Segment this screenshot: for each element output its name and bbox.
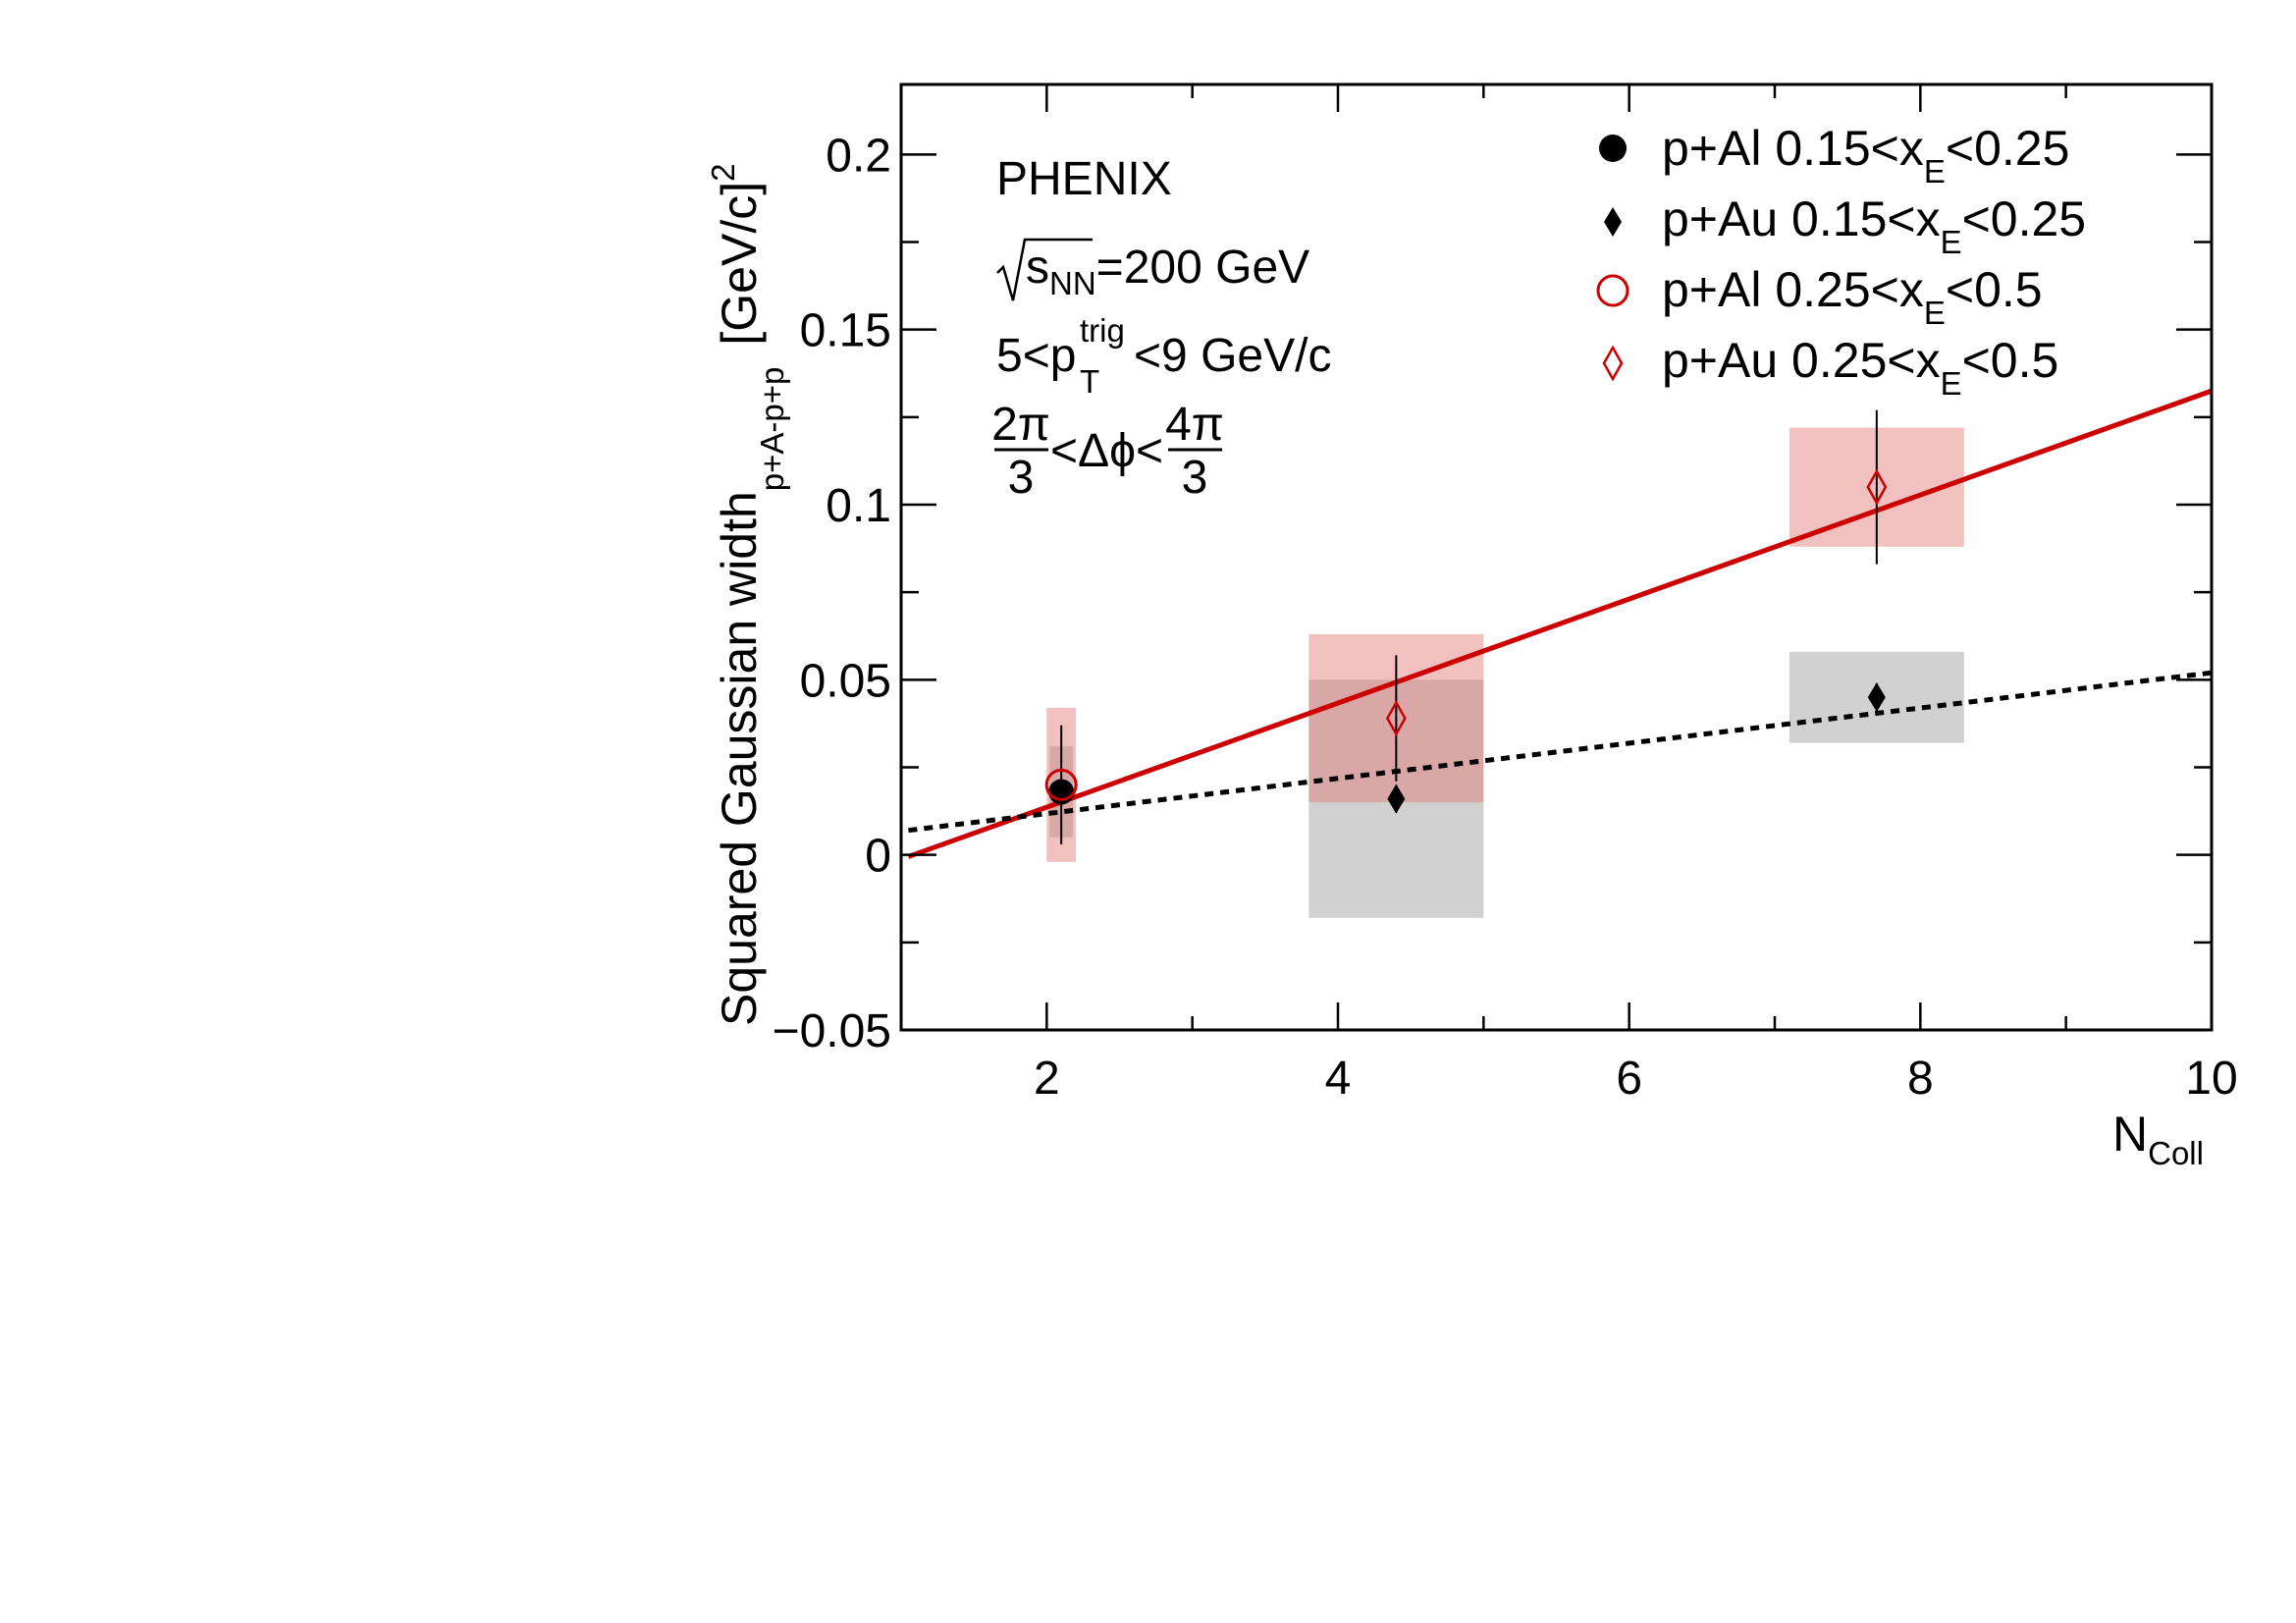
marker-4-1 <box>1385 700 1407 737</box>
legend-label-1-post: <0.25 <box>1946 121 2070 176</box>
y-axis-title-sup: 2 <box>705 164 741 182</box>
legend-marker-open-circle <box>1596 274 1629 307</box>
annotation-block: PHENIX sNN=200 GeV 5<p trig T <9 GeV/c 2… <box>991 153 1331 504</box>
svg-text:NColl: NColl <box>2112 1107 2204 1171</box>
trigger-label: 5<p trig T <9 GeV/c <box>996 312 1331 400</box>
x-tick-label: 6 <box>1616 1053 1642 1105</box>
fit-line-solid <box>907 388 2213 859</box>
experiment-label: PHENIX <box>996 153 1172 205</box>
trigger-pre: 5<p <box>996 330 1076 382</box>
y-tick-label: 0.05 <box>800 655 891 707</box>
energy-sub: NN <box>1049 265 1096 301</box>
y-axis-title-sub: p+A-p+p <box>754 367 790 492</box>
svg-text:sNN=200 GeV: sNN=200 GeV <box>1026 242 1309 301</box>
y-tick-label: 0 <box>865 831 891 883</box>
y-tick-label: 0.2 <box>826 130 891 182</box>
legend: p+Al 0.15<xE<0.25 p+Au 0.15<xE<0.25 p+Al… <box>1596 121 2086 402</box>
legend-label-2-post: <0.25 <box>1962 191 2087 246</box>
energy-rest: =200 GeV <box>1096 242 1310 294</box>
legend-label-4-sub: E <box>1941 365 1962 402</box>
x-tick-label: 2 <box>1034 1053 1060 1105</box>
energy-label: sNN=200 GeV <box>996 238 1309 301</box>
x-tick-label: 4 <box>1325 1053 1352 1105</box>
legend-label-3-sub: E <box>1924 295 1946 331</box>
fit-lines <box>907 388 2213 859</box>
svg-text:p+Al 0.25<xE<0.5: p+Al 0.25<xE<0.5 <box>1662 262 2043 331</box>
legend-label-2-sub: E <box>1941 224 1962 260</box>
energy-sqrt: s <box>1026 242 1049 294</box>
dphi-den1: 3 <box>1008 452 1035 504</box>
legend-entry-3: p+Al 0.25<xE<0.5 <box>1596 262 2043 331</box>
legend-marker-filled-diamond <box>1604 207 1622 237</box>
legend-entry-4: p+Au 0.25<xE<0.5 <box>1602 333 2058 402</box>
plot-frame <box>899 82 2214 1032</box>
legend-label-3-pre: p+Al 0.25<x <box>1662 262 1924 317</box>
trigger-sub: T <box>1080 363 1099 400</box>
dphi-label: 2π 3 <Δϕ< 4π 3 <box>991 399 1224 504</box>
svg-text:p+Al 0.15<xE<0.25: p+Al 0.15<xE<0.25 <box>1662 121 2069 189</box>
svg-text:p+Au 0.15<xE<0.25: p+Au 0.15<xE<0.25 <box>1662 191 2086 260</box>
marker-2-1 <box>1387 784 1406 814</box>
sqrt-sign <box>996 238 1093 301</box>
data-markers <box>1044 468 1888 814</box>
svg-text:Squared Gaussian widthp+A-p+p[: Squared Gaussian widthp+A-p+p [GeV/c]2 <box>705 164 790 1026</box>
legend-label-3-post: <0.5 <box>1946 262 2043 317</box>
trigger-sup: trig <box>1080 312 1125 349</box>
trigger-post: <9 GeV/c <box>1134 330 1331 382</box>
y-axis-title-unit: [GeV/c] <box>712 182 767 346</box>
dphi-den2: 3 <box>1182 452 1208 504</box>
y-tick-label: −0.05 <box>773 1005 891 1057</box>
dphi-num2: 4π <box>1165 399 1224 451</box>
legend-label-1-sub: E <box>1924 153 1946 189</box>
legend-label-4-post: <0.5 <box>1962 333 2059 388</box>
dphi-num1: 2π <box>991 399 1050 451</box>
x-tick-label: 10 <box>2185 1053 2237 1105</box>
y-tick-label: 0.15 <box>800 305 891 357</box>
legend-label-4-pre: p+Au 0.25<x <box>1662 333 1941 388</box>
y-tick-label: 0.1 <box>826 480 891 532</box>
axis-ticks <box>899 84 2214 1032</box>
legend-marker-open-diamond <box>1602 345 1624 382</box>
marker-2-2 <box>1867 682 1886 713</box>
tick-labels: 2 4 6 8 10 −0.05 0 0.05 0.1 0.15 0.2 <box>773 130 2238 1105</box>
svg-text:p+Au 0.25<xE<0.5: p+Au 0.25<xE<0.5 <box>1662 333 2058 402</box>
x-tick-label: 8 <box>1907 1053 1934 1105</box>
fit-line-dotted <box>908 670 2213 834</box>
legend-marker-filled-circle <box>1599 135 1627 162</box>
dphi-mid: <Δϕ< <box>1050 425 1163 477</box>
x-axis-title-main: N <box>2112 1107 2148 1162</box>
x-axis-title-sub: Coll <box>2148 1135 2204 1171</box>
legend-entry-2: p+Au 0.15<xE<0.25 <box>1604 191 2086 260</box>
y-axis-title-main: Squared Gaussian width <box>712 491 767 1026</box>
legend-label-1-pre: p+Al 0.15<x <box>1662 121 1924 176</box>
legend-label-2-pre: p+Au 0.15<x <box>1662 191 1941 246</box>
marker-3-1 <box>1044 768 1078 801</box>
marker-4-2 <box>1866 468 1888 506</box>
legend-entry-1: p+Al 0.15<xE<0.25 <box>1599 121 2069 189</box>
